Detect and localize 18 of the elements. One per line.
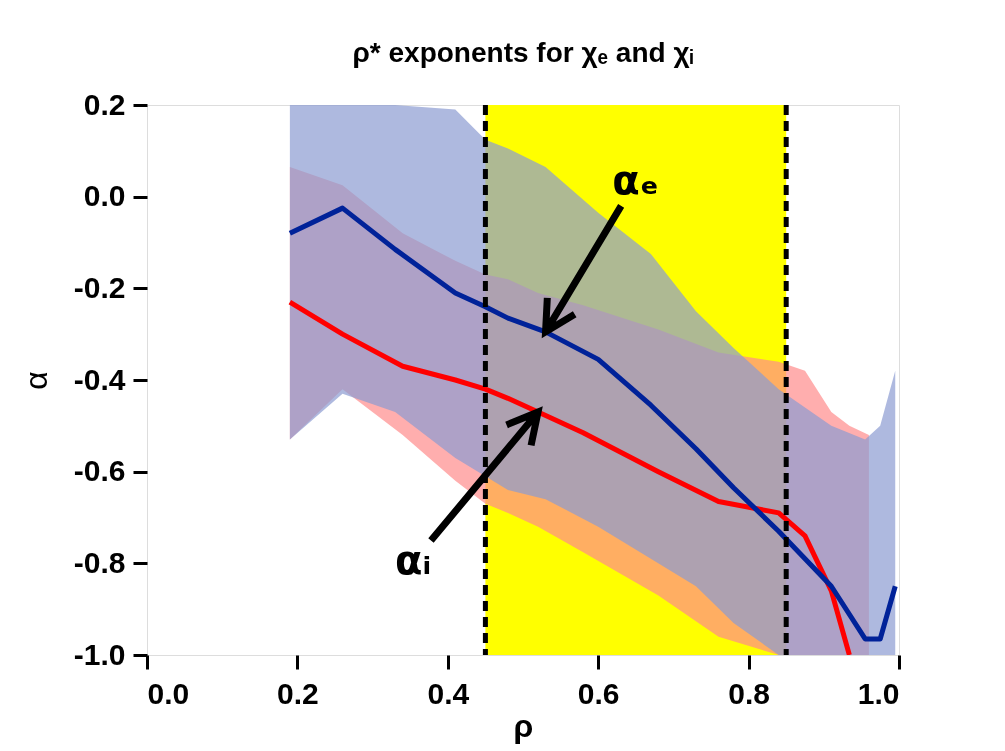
x-tick-label: 0.2 xyxy=(277,676,319,710)
x-tick-label: 0.4 xyxy=(427,676,470,710)
x-tick-label: 0.6 xyxy=(577,676,620,710)
x-axis-title: ρ xyxy=(513,707,534,744)
y-tick-label: -0.6 xyxy=(73,454,126,488)
annotation: αᵢ xyxy=(394,537,432,584)
y-tick-label: -0.2 xyxy=(73,270,126,304)
y-tick-label: 0.0 xyxy=(83,179,126,213)
annotation: αₑ xyxy=(612,156,659,203)
y-tick-label: 0.2 xyxy=(83,87,126,121)
y-tick-label: -0.4 xyxy=(73,362,126,396)
chart-title: ρ* exponents for χₑ and χᵢ xyxy=(352,37,694,68)
y-tick-label: -1.0 xyxy=(73,637,126,671)
y-axis-title: α xyxy=(17,371,54,390)
x-tick-label: 0.0 xyxy=(147,676,190,710)
x-tick-label: 0.8 xyxy=(728,676,770,710)
x-tick-label: 1.0 xyxy=(857,676,900,710)
y-tick-label: -0.8 xyxy=(73,545,126,579)
